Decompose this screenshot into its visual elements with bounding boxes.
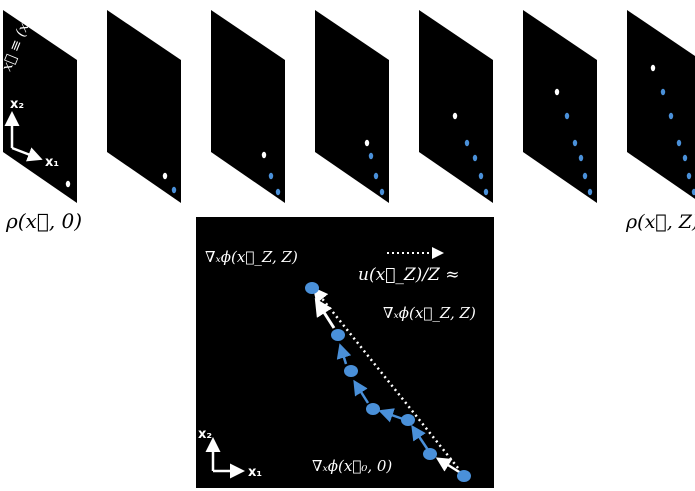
trajectory-dot [401,414,415,426]
past-sample-dot [682,154,688,162]
panel-top-label: ∇ₓϕ(x⃗_Z, Z) [205,248,298,266]
panel-bottom-label: ∇ₓϕ(x⃗₀, 0) [312,457,392,475]
past-sample-dot [572,139,578,147]
trajectory-step-arrow [411,424,430,451]
past-sample-dot [478,172,484,180]
density-frame [627,10,695,199]
current-sample-dot [650,64,656,72]
past-sample-dot [171,186,177,194]
trajectory-dot [366,403,380,415]
past-sample-dot [587,188,593,196]
panel-y-axis-label: x₂ [198,427,212,442]
current-sample-dot [554,88,560,96]
density-frame [211,10,285,203]
legend-line-1: u(x⃗_Z)/Z ≈ [358,265,460,285]
final-step-arrow [314,297,336,329]
current-sample-dot [261,151,267,159]
panel-x-axis-label: x₁ [248,465,262,480]
trajectory-dot [423,448,437,460]
past-sample-dot [483,188,489,196]
past-sample-dot [691,188,695,196]
trajectory-step-arrow [378,408,404,423]
current-sample-dot [452,112,458,120]
past-sample-dot [368,152,374,160]
density-frame [3,10,77,203]
past-sample-dot [660,88,666,96]
end-density-label: ρ(x⃗, Z) [625,211,695,233]
current-sample-dot [364,139,370,147]
past-sample-dot [582,172,588,180]
density-frame [419,10,493,203]
frame-x-axis-arrow [11,146,43,162]
past-sample-dot [275,188,281,196]
trajectory-dot-end [305,282,319,294]
trajectory-dot [331,329,345,341]
past-sample-dot [472,154,478,162]
trajectory-step-arrow [353,379,370,404]
frame-y-axis-label: x₂ [10,97,24,112]
current-sample-dot [162,172,168,180]
past-sample-dot [686,172,692,180]
past-sample-dot [464,139,470,147]
past-sample-dot [676,139,682,147]
past-sample-dot [578,154,584,162]
trajectory-panel: ∇ₓϕ(x⃗_Z, Z) u(x⃗_Z)/Z ≈ ∇ₓϕ(x⃗_Z, Z) ∇ₓ… [196,217,494,488]
trajectory-dot [344,365,358,377]
density-frame [523,10,597,203]
past-sample-dot [564,112,570,120]
density-frame [315,10,389,203]
frame-x-axis-label: x₁ [45,155,59,170]
density-frame [107,10,181,203]
past-sample-dot [379,188,385,196]
trajectory-dot-start [457,470,471,482]
trajectory-step-arrow [336,343,352,365]
past-sample-dot [373,172,379,180]
past-sample-dot [268,172,274,180]
current-sample-dot [65,180,71,188]
frame-sequence [3,10,695,203]
start-density-label: ρ(x⃗, 0) [5,209,82,233]
past-sample-dot [668,112,674,120]
legend-line-2: ∇ₓϕ(x⃗_Z, Z) [383,304,476,322]
